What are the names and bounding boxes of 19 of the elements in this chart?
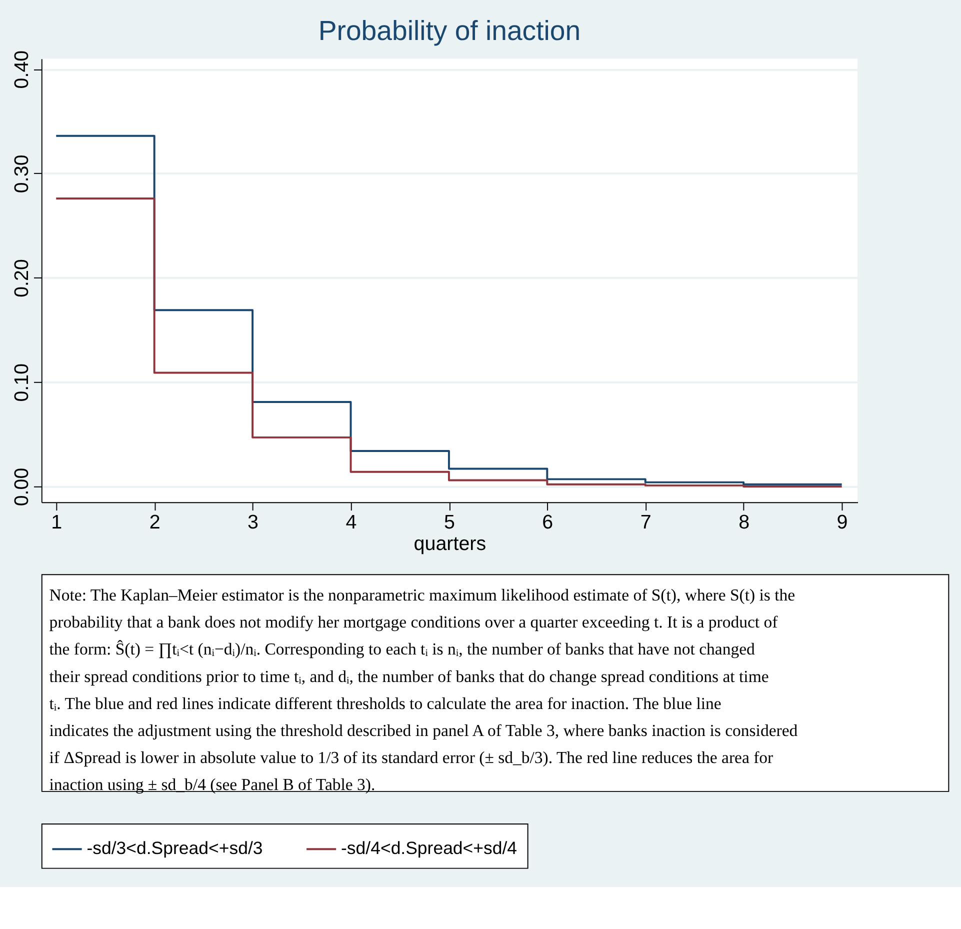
x-axis-title: quarters	[414, 532, 486, 555]
y-tick-label: 0.40	[11, 50, 34, 89]
x-tick-label: 7	[640, 511, 652, 534]
x-tick-label: 4	[346, 511, 357, 534]
y-tick-label: 0.30	[11, 154, 34, 194]
x-tick-label: 3	[248, 511, 259, 534]
x-tick-label: 8	[738, 511, 750, 534]
x-tick-label: 9	[836, 511, 848, 534]
x-tick-label: 2	[149, 511, 160, 534]
x-tick-label: 6	[542, 511, 554, 534]
y-tick-label: 0.10	[11, 363, 34, 402]
chart-title: Probability of inaction	[318, 15, 581, 46]
y-tick-label: 0.20	[11, 259, 34, 298]
y-tick-label: 0.00	[11, 468, 34, 506]
x-tick-label: 5	[444, 511, 455, 534]
legend-label: -sd/4<d.Spread<+sd/4	[341, 838, 518, 858]
legend-label: -sd/3<d.Spread<+sd/3	[86, 838, 263, 858]
x-tick-label: 1	[51, 511, 62, 534]
text: Note: The Kaplan–Meier estimator is the nonparametric maximum likelihood estimate of S(t), where S(t) is the probability that a bank does not modify her mortgage conditions over a quarter exceeding t. It is a product of the form: Ŝ(t) = ∏tᵢ<t (nᵢ−dᵢ)/nᵢ. Corresponding to each tᵢ is nᵢ, the number of banks that have not changed their spread conditions prior to time tᵢ, and dᵢ, the number of banks that do change spread conditions at time tᵢ. The blue and red lines indicate different thresholds to calculate the area for inaction. The blue line indicates the adjustment using the threshold described in panel A of Table 3, where banks inaction is considered if ΔSpread is lower in absolute value to 1/3 of its standard error (± sd_b/3). The red line reduces the area for inaction using ± sd_b/4 (see Panel B of Table 3).	[49, 585, 798, 794]
